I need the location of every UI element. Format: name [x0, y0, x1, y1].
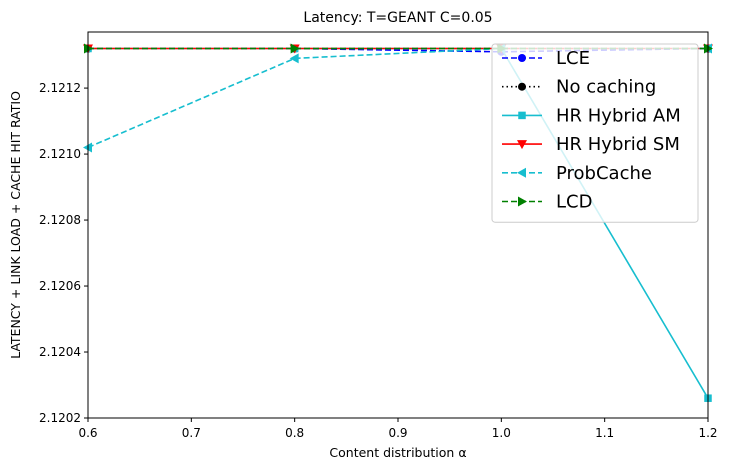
legend-entry-hr-hybrid-am: HR Hybrid AM [502, 105, 681, 126]
y-axis-label: LATENCY + LINK LOAD + CACHE HIT RATIO [8, 91, 23, 359]
legend-marker-no-caching [518, 82, 526, 91]
y-tick-label: 2.1212 [39, 81, 81, 95]
legend-label-hr-hybrid-am: HR Hybrid AM [556, 105, 681, 126]
y-tick-label: 2.1210 [39, 147, 81, 161]
legend-entry-probcache: ProbCache [502, 163, 652, 184]
legend-label-hr-hybrid-sm: HR Hybrid SM [556, 134, 680, 155]
legend: LCE No caching HR Hybrid AM HR Hybrid SM Pro… [491, 43, 699, 223]
x-tick-label: 0.7 [182, 426, 201, 440]
legend-marker-hr-hybrid-sm [517, 140, 527, 150]
legend-entry-hr-hybrid-sm: HR Hybrid SM [502, 134, 680, 155]
legend-label-lcd: LCD [556, 192, 592, 213]
x-tick-label: 1.1 [595, 426, 614, 440]
y-axis: 2.1202 2.1204 2.1206 2.1208 2.1210 2.1212 [39, 81, 88, 425]
y-tick-label: 2.1208 [39, 213, 81, 227]
legend-marker-probcache [517, 167, 526, 178]
legend-box [491, 43, 699, 223]
y-tick-label: 2.1202 [39, 411, 81, 425]
x-tick-label: 1.0 [492, 426, 511, 440]
legend-marker-lcd [518, 196, 527, 207]
x-tick-label: 0.6 [78, 426, 97, 440]
legend-entry-no-caching: No caching [502, 77, 656, 98]
x-tick-label: 0.8 [285, 426, 304, 440]
x-axis-label: Content distribution α [329, 445, 466, 460]
legend-marker-hr-hybrid-am [518, 111, 526, 120]
legend-entry-lcd: LCD [502, 192, 592, 213]
legend-label-lce: LCE [556, 48, 590, 69]
x-tick-label: 0.9 [388, 426, 407, 440]
y-tick-label: 2.1206 [39, 279, 81, 293]
chart-title: Latency: T=GEANT C=0.05 [303, 10, 492, 26]
x-axis: 0.6 0.7 0.8 0.9 1.0 1.1 1.2 [78, 418, 718, 440]
legend-marker-lce [518, 54, 526, 62]
legend-label-no-caching: No caching [556, 77, 656, 98]
data-point-lcd [290, 43, 300, 54]
y-tick-label: 2.1204 [39, 345, 81, 359]
legend-label-probcache: ProbCache [556, 163, 652, 184]
x-tick-label: 1.2 [698, 426, 717, 440]
data-point-probcache [289, 53, 299, 64]
legend-entry-lce: LCE [502, 48, 590, 69]
